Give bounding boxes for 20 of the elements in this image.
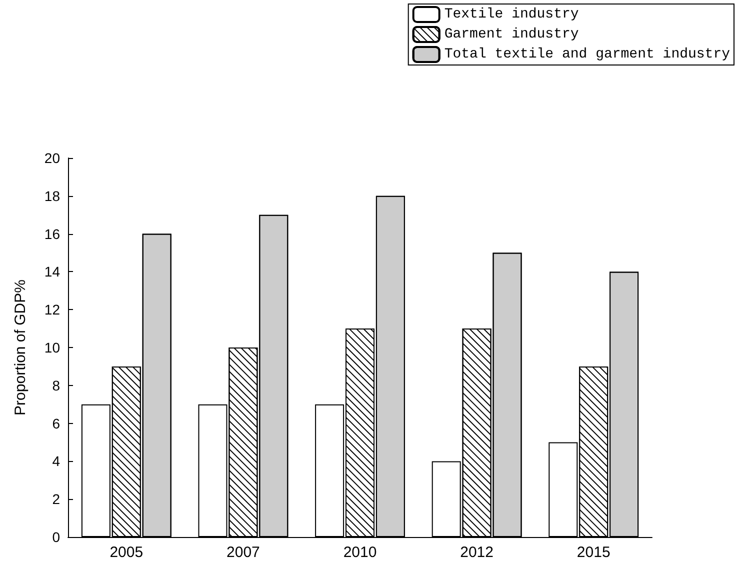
y-tick-label: 20 — [44, 150, 60, 166]
x-tick-label: 2005 — [110, 544, 144, 561]
y-tick-label: 14 — [44, 264, 60, 280]
y-axis-title: Proportion of GDP% — [12, 280, 29, 416]
y-tick-label: 0 — [52, 529, 60, 545]
y-tick-label: 16 — [44, 226, 60, 242]
y-tick-label: 4 — [52, 453, 60, 470]
y-tick-label: 12 — [44, 302, 60, 318]
y-tick-label: 10 — [44, 340, 60, 356]
y-tick-label: 8 — [52, 377, 60, 394]
legend-label: Total textile and garment industry — [444, 46, 730, 62]
legend-label: Garment industry — [444, 26, 579, 42]
x-tick-label: 2015 — [576, 544, 610, 561]
legend-label: Textile industry — [444, 6, 579, 22]
y-tick-label: 2 — [52, 491, 60, 508]
x-tick-label: 2007 — [226, 544, 260, 561]
x-tick-label: 2010 — [343, 544, 377, 561]
x-tick-label: 2012 — [460, 544, 494, 561]
y-tick-label: 18 — [44, 188, 60, 204]
y-tick-label: 6 — [52, 415, 60, 432]
